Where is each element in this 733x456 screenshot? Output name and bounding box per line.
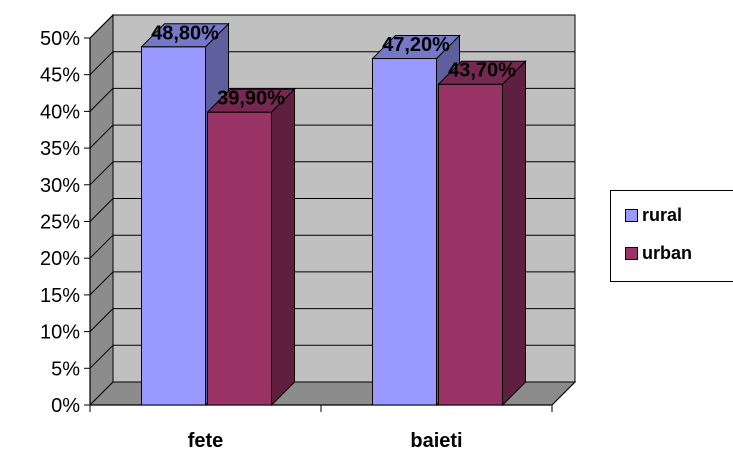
legend-label-rural: rural (642, 205, 683, 225)
bar-urban-fete (206, 87, 296, 407)
bar-front (207, 111, 272, 406)
bar-front (372, 58, 437, 406)
y-tick-label: 20% (40, 248, 80, 270)
bar-front (438, 83, 503, 406)
y-tick-label: 25% (40, 212, 80, 234)
data-label-urban-fete: 39,90% (217, 88, 285, 110)
x-tick-label-fete: fete (188, 430, 224, 452)
y-tick-label: 10% (40, 322, 80, 344)
legend-swatch-rural (625, 209, 638, 222)
legend-item-urban: urban (625, 243, 692, 264)
y-tick-label: 50% (40, 28, 80, 50)
y-tick-label: 0% (51, 395, 80, 417)
data-label-rural-fete: 48,80% (151, 22, 219, 44)
x-tick-label-baieti: baieti (410, 430, 462, 452)
gridline-side (89, 88, 114, 112)
y-axis-ticks: 0% 5% 10% 15% 20% 25% 30% 35% 40% 45% 50% (40, 28, 90, 417)
gridline-side (89, 271, 114, 296)
bar-urban-baieti (437, 60, 527, 407)
data-label-urban-baieti: 43,70% (448, 60, 516, 82)
gridline-side (89, 198, 114, 222)
legend-swatch-urban (625, 247, 638, 260)
bar-top (140, 23, 230, 48)
bar-top (437, 60, 527, 85)
gridline-side (89, 234, 114, 259)
gridline-side (89, 344, 114, 369)
gridline-side (89, 161, 114, 186)
bars (140, 22, 527, 407)
y-tick-label: 30% (40, 175, 80, 197)
x-axis-depth (551, 381, 576, 406)
bar-top (206, 88, 296, 113)
bar-top (371, 35, 461, 60)
legend-item-rural: rural (625, 205, 682, 226)
y-tick-label: 5% (51, 358, 80, 380)
legend-label-urban: urban (642, 243, 693, 263)
gridline-side (89, 124, 114, 149)
gridline-side (89, 51, 114, 76)
legend: rural urban (610, 190, 733, 282)
gridline-side (89, 308, 114, 332)
bar-front (141, 46, 206, 406)
y-tick-label: 35% (40, 138, 80, 160)
gridline-side (89, 14, 114, 39)
y-tick-label: 40% (40, 101, 80, 123)
data-label-rural-baieti: 47,20% (382, 34, 450, 56)
bar-side (271, 87, 295, 407)
y-tick-label: 45% (40, 65, 80, 87)
x-axis-ticks: fete baieti (89, 405, 553, 452)
y-tick-label: 15% (40, 285, 80, 307)
bar-side (502, 60, 526, 407)
data-labels: 48,80% 39,90% 47,20% 43,70% (151, 22, 516, 109)
